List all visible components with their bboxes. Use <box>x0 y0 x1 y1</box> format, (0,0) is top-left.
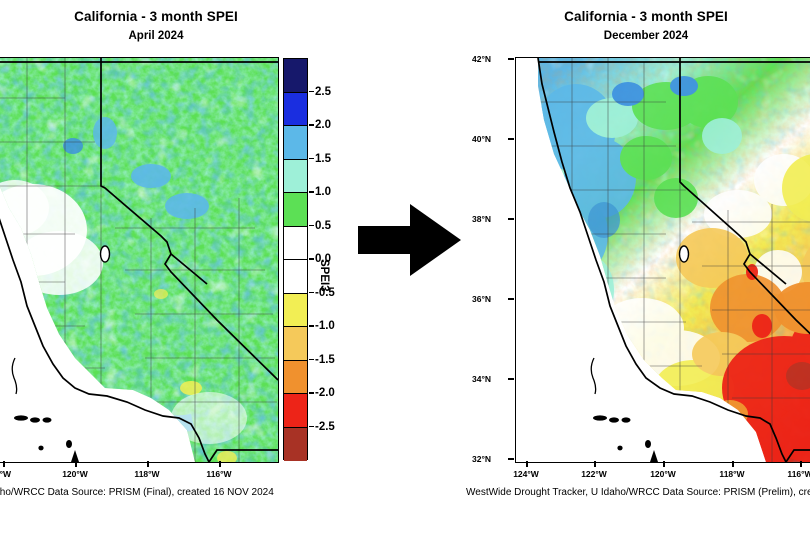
colorbar-swatch-3 <box>284 159 307 193</box>
colorbar-tick-label-4: 0.5 <box>315 219 331 232</box>
lat-tick-label-3: 38°N <box>472 214 491 224</box>
lat-tick-mark <box>508 138 514 140</box>
panel-title-left: California - 3 month SPEI <box>74 9 238 24</box>
caption-april-2024: cker, U Idaho/WRCC Data Source: PRISM (F… <box>0 487 274 498</box>
lat-tick-label-6: 32°N <box>472 454 491 464</box>
colorbar-tick-mark <box>309 258 314 260</box>
map-december-2024 <box>515 57 810 463</box>
colorbar-tick-mark <box>309 425 314 428</box>
lon-tick-label-3: 118°W <box>134 469 160 479</box>
panel-december-2024: California - 3 month SPEI December 2024 <box>450 0 810 540</box>
colorbar-tick-mark <box>309 291 314 294</box>
lon-tick-mark <box>594 461 596 467</box>
panel-subtitle-left: April 2024 <box>128 30 184 42</box>
colorbar-swatch-5 <box>284 226 307 260</box>
lon-tick-label-3: 120°W <box>650 469 676 479</box>
lon-tick-label-4: 116°W <box>206 469 232 479</box>
colorbar-tick-mark <box>309 124 314 126</box>
colorbar-tick-label-2: 1.5 <box>315 152 331 165</box>
lat-tick-label-5: 34°N <box>472 374 491 384</box>
colorbar-tick-mark <box>309 224 314 227</box>
colorbar-tick-label-6: -0.5 <box>315 286 335 299</box>
lon-tick-mark <box>147 461 149 467</box>
colorbar-title: SPEI3 <box>318 259 330 292</box>
colorbar-tick-mark <box>309 325 314 327</box>
lat-tick-label-4: 36°N <box>472 294 491 304</box>
colorbar-tick-mark <box>309 392 314 394</box>
colorbar-tick-mark <box>309 191 314 193</box>
lon-tick-mark <box>663 461 665 467</box>
lon-tick-mark <box>219 461 221 467</box>
colorbar-swatch-9 <box>284 360 307 394</box>
lon-tick-label-1: 2°W <box>0 469 12 479</box>
right-arrow-icon <box>358 196 463 284</box>
caption-december-2024: WestWide Drought Tracker, U Idaho/WRCC D… <box>466 487 810 498</box>
colorbar-tick-label-5: 0.0 <box>315 253 331 265</box>
colorbar-tick-label-1: 2.0 <box>315 119 331 131</box>
colorbar-tick-label-3: 1.0 <box>315 186 331 198</box>
colorbar-swatch-4 <box>284 193 307 227</box>
colorbar-swatch-11 <box>284 427 307 461</box>
lat-tick-mark <box>508 58 514 60</box>
lon-tick-mark <box>732 461 734 467</box>
lat-tick-mark <box>508 378 514 380</box>
colorbar-swatch-7 <box>284 293 307 327</box>
lon-tick-label-5: 116°W <box>787 469 810 479</box>
panel-april-2024: California - 3 month SPEI April 2024 <box>0 0 360 540</box>
lon-tick-label-4: 118°W <box>719 469 745 479</box>
colorbar-swatch-0 <box>284 59 307 93</box>
lon-tick-label-2: 122°W <box>581 469 607 479</box>
panel-title-right: California - 3 month SPEI <box>564 9 728 24</box>
colorbar-tick-mark <box>309 157 314 160</box>
colorbar-tick-mark <box>309 358 314 361</box>
colorbar-tick-label-9: -2.0 <box>315 387 335 399</box>
colorbar-swatch-2 <box>284 126 307 160</box>
colorbar-swatch-10 <box>284 394 307 428</box>
colorbar-tick-label-7: -1.0 <box>315 320 335 332</box>
colorbar-tick-label-0: 2.5 <box>315 85 331 98</box>
map-raster-april <box>0 58 278 462</box>
colorbar-tick-label-10: -2.5 <box>315 420 335 433</box>
lon-tick-mark <box>3 461 5 467</box>
lat-tick-label-1: 42°N <box>472 54 491 64</box>
lat-tick-mark <box>508 298 514 300</box>
lon-tick-label-2: 120°W <box>62 469 88 479</box>
colorbar-swatch-1 <box>284 92 307 126</box>
colorbar-tick-label-8: -1.5 <box>315 353 335 366</box>
lon-tick-mark <box>526 461 528 467</box>
lat-tick-mark <box>508 218 514 220</box>
map-april-2024 <box>0 57 279 463</box>
colorbar-swatch-6 <box>284 260 307 294</box>
lon-tick-label-1: 124°W <box>513 469 539 479</box>
colorbar-swatch-8 <box>284 327 307 361</box>
panel-subtitle-right: December 2024 <box>603 30 689 42</box>
lat-tick-label-2: 40°N <box>472 134 491 144</box>
map-raster-december <box>516 58 810 462</box>
colorbar-spei3 <box>283 58 308 461</box>
colorbar-tick-mark <box>309 90 314 93</box>
lat-tick-mark <box>508 458 514 460</box>
lon-tick-mark <box>800 461 802 467</box>
lon-tick-mark <box>75 461 77 467</box>
